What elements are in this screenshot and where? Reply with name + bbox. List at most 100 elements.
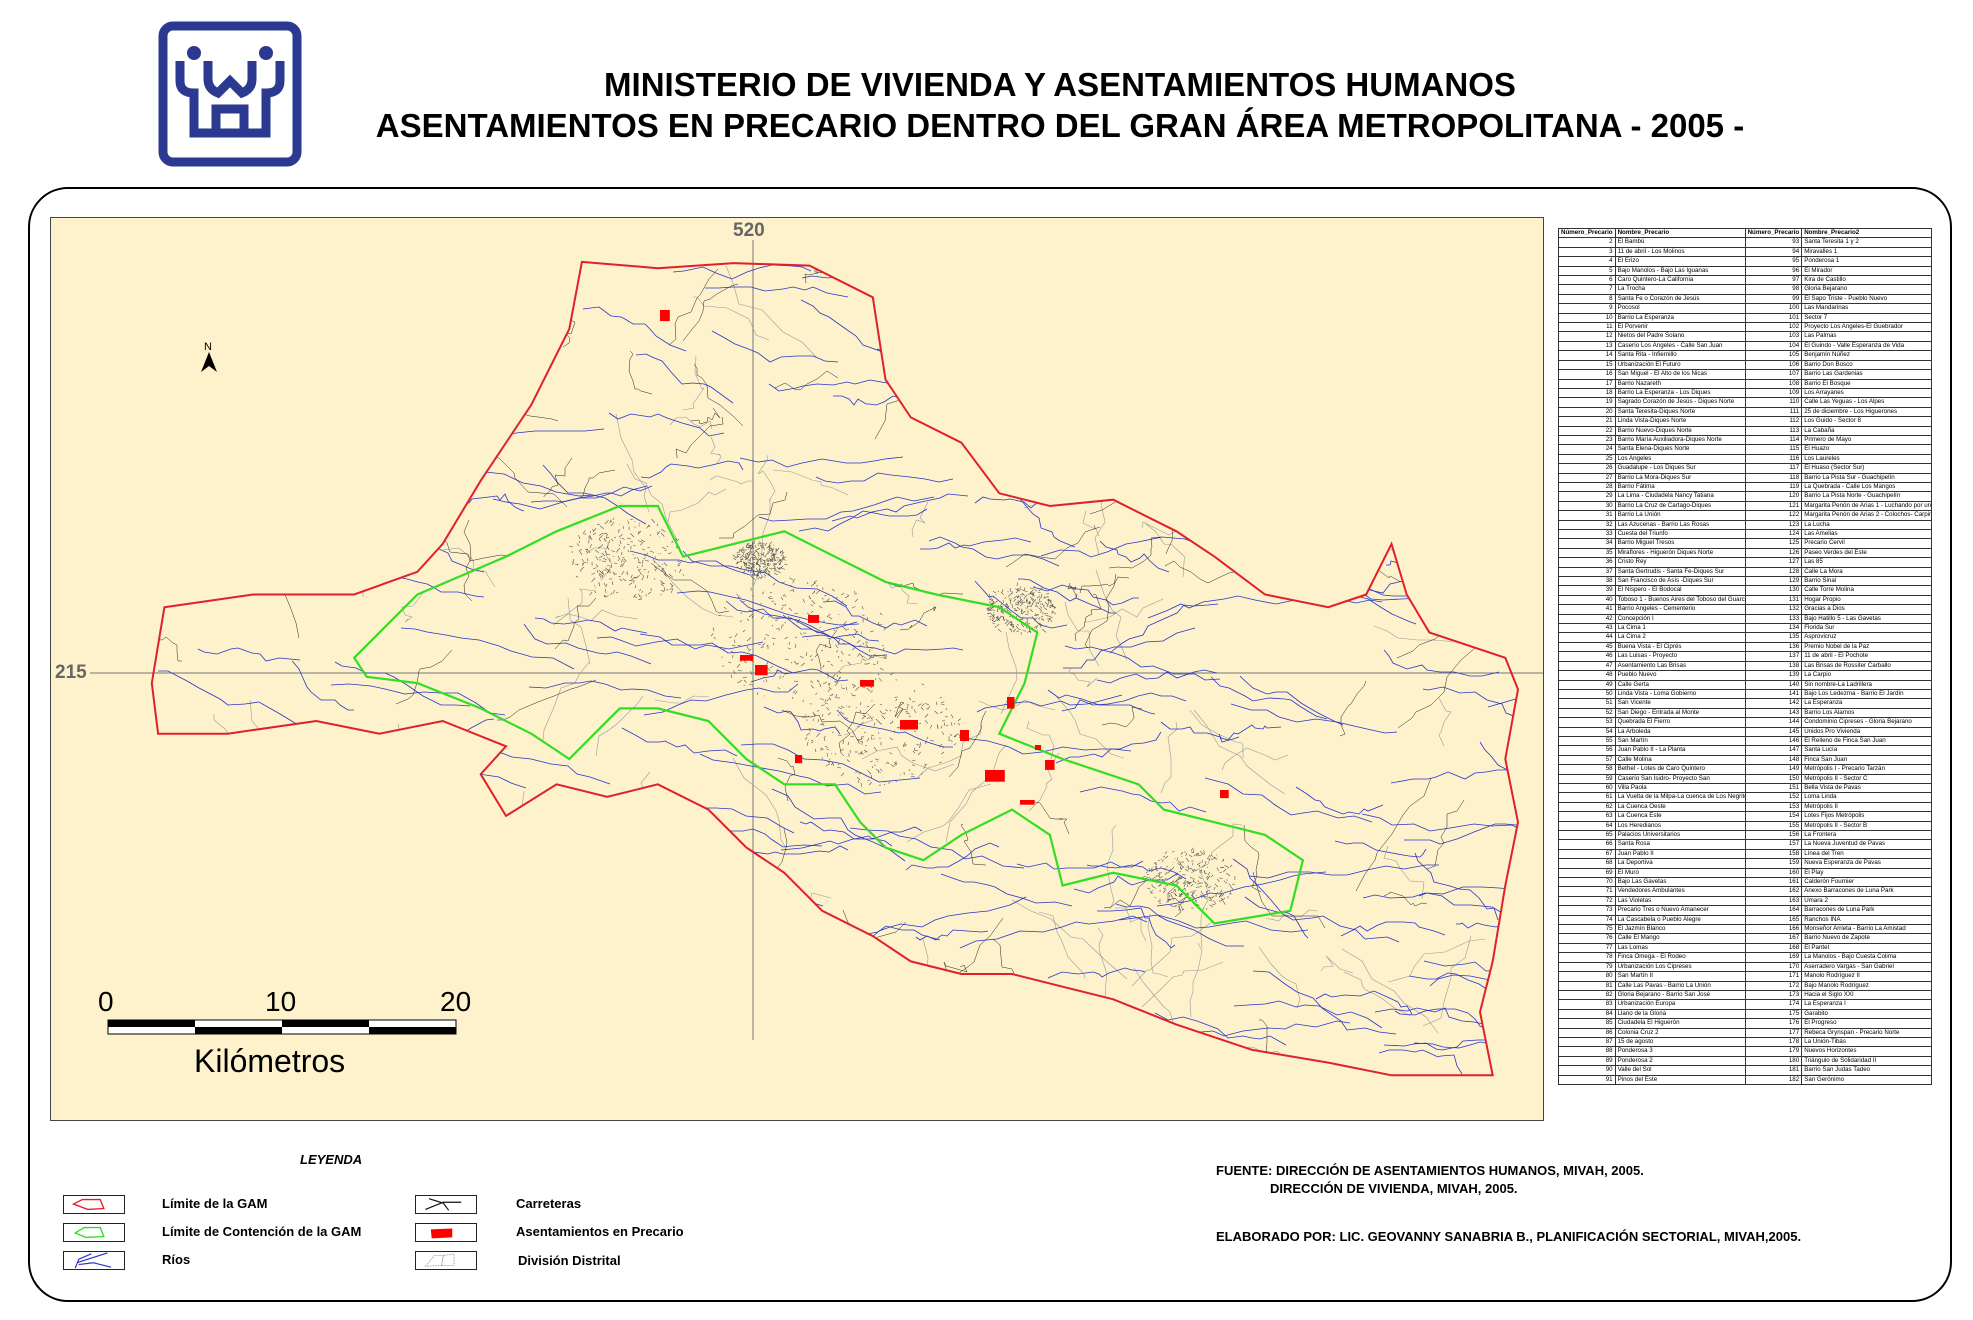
table-row: 63 La Cuenca Este 154 Lotes Fijos Metrópoli… xyxy=(1558,811,1933,822)
urban-street xyxy=(1044,596,1049,599)
settlement-name: Margarita Penón de Arias 2 - Colochos- C… xyxy=(1801,510,1933,521)
urban-street xyxy=(1197,880,1200,883)
road-line xyxy=(1395,261,1419,282)
settlement-name: Nietos del Padre Solano xyxy=(1614,331,1746,342)
urban-street xyxy=(646,574,649,579)
road-line xyxy=(984,1054,1069,1076)
settlement-number: 39 xyxy=(1558,585,1616,596)
urban-street xyxy=(664,549,668,551)
river-line xyxy=(558,828,652,865)
river-line xyxy=(1374,1007,1496,1028)
urban-street xyxy=(659,553,662,555)
river-line xyxy=(798,508,928,532)
settlement-name: Barrio Nuevo de Zapote xyxy=(1801,933,1933,944)
river-line xyxy=(414,422,605,438)
urban-street xyxy=(609,520,612,524)
urban-street xyxy=(805,652,808,657)
settlement-name: Triángulo de Solidaridad II xyxy=(1801,1055,1933,1067)
settlement-number: 43 xyxy=(1558,623,1616,634)
urban-street xyxy=(794,643,797,648)
urban-street xyxy=(862,736,865,738)
urban-street xyxy=(761,591,765,595)
settlement-number: 87 xyxy=(1558,1036,1616,1048)
urban-street xyxy=(879,703,883,706)
urban-street xyxy=(878,623,883,626)
settlement-name: Ponderosa 2 xyxy=(1614,1055,1746,1067)
urban-street xyxy=(989,618,992,621)
urban-street xyxy=(578,548,583,552)
settlement-polygon xyxy=(1045,760,1055,770)
road-line xyxy=(1074,593,1102,642)
urban-street xyxy=(874,758,880,761)
urban-street xyxy=(739,553,745,559)
table-row: 6 Caro Quintero-La California 97 Kira de Ca… xyxy=(1558,275,1933,286)
urban-street xyxy=(785,659,790,661)
urban-street xyxy=(1186,884,1189,888)
urban-street xyxy=(834,682,838,687)
urban-street xyxy=(768,543,771,547)
urban-street xyxy=(992,614,995,616)
settlement-number: 118 xyxy=(1744,472,1803,483)
urban-street xyxy=(1009,628,1013,633)
settlement-name: Pinos del Este xyxy=(1614,1074,1746,1085)
settlement-name: Garabito xyxy=(1801,1008,1933,1020)
river-line xyxy=(1072,288,1223,316)
urban-street xyxy=(917,751,921,756)
table-row: 4 El Erizo 95 Ponderosa 1 xyxy=(1558,256,1933,267)
urban-street xyxy=(997,590,999,593)
urban-street xyxy=(780,596,784,601)
urban-street xyxy=(1227,866,1230,869)
river-line xyxy=(1218,724,1282,741)
urban-street xyxy=(777,687,781,690)
settlement-name: Kira de Castillo xyxy=(1801,275,1933,286)
settlement-name: Sin nombre-La Ladrillera xyxy=(1801,679,1933,690)
settlement-number: 42 xyxy=(1558,613,1616,625)
urban-street xyxy=(820,704,825,707)
table-row: 79 Urbanización Los Cipreses 170 Aserradero… xyxy=(1558,961,1933,973)
urban-street xyxy=(611,550,616,553)
settlement-number: 20 xyxy=(1558,406,1616,418)
urban-street xyxy=(640,541,644,546)
urban-street xyxy=(647,546,651,549)
urban-street xyxy=(1193,852,1198,857)
river-line xyxy=(1378,1049,1463,1075)
table-row: 90 Valle del Sol 181 Barrio San Judas Tadeo xyxy=(1558,1065,1933,1076)
settlement-number: 147 xyxy=(1744,745,1803,756)
river-line xyxy=(165,804,261,821)
settlement-name: Condominio Cipreses - Gloria Bejarano xyxy=(1801,717,1933,728)
settlement-name: La Nueva Juventud de Pavas xyxy=(1801,839,1933,850)
settlement-number: 105 xyxy=(1744,350,1803,361)
urban-street xyxy=(992,596,995,599)
river-line xyxy=(1300,379,1471,417)
road-line xyxy=(374,293,386,368)
urban-street xyxy=(660,532,665,537)
title-ministry: MINISTERIO DE VIVIENDA Y ASENTAMIENTOS H… xyxy=(604,66,1516,103)
urban-street xyxy=(808,727,811,732)
table-row: 59 Caserío San Isidro- Proyecto San 150 Met… xyxy=(1558,773,1933,784)
urban-street xyxy=(1142,875,1147,878)
district-line xyxy=(679,983,690,1028)
district-line xyxy=(1026,720,1055,760)
settlement-polygon xyxy=(795,755,803,764)
district-line xyxy=(1300,389,1370,413)
urban-street xyxy=(863,731,866,734)
urban-street xyxy=(809,655,812,658)
urban-street xyxy=(753,554,757,558)
settlement-name: Los Laureles xyxy=(1801,453,1933,465)
urban-street xyxy=(743,562,748,565)
settlement-number: 76 xyxy=(1558,933,1616,944)
urban-street xyxy=(811,600,816,605)
urban-street xyxy=(861,605,864,610)
district-line xyxy=(1341,948,1439,1034)
urban-street xyxy=(723,649,726,651)
urban-street xyxy=(772,564,776,568)
urban-street xyxy=(643,553,646,557)
urban-street xyxy=(810,680,814,684)
settlement-number: 172 xyxy=(1744,980,1803,991)
road-line xyxy=(1200,497,1283,511)
settlement-number: 101 xyxy=(1744,312,1803,324)
road-line xyxy=(395,649,453,705)
urban-street xyxy=(997,628,1002,633)
settlement-name: Las Luisas - Proyecto xyxy=(1614,651,1746,662)
settlement-name: Bajo Hatillo 5 - Las Gavetas xyxy=(1801,613,1933,625)
